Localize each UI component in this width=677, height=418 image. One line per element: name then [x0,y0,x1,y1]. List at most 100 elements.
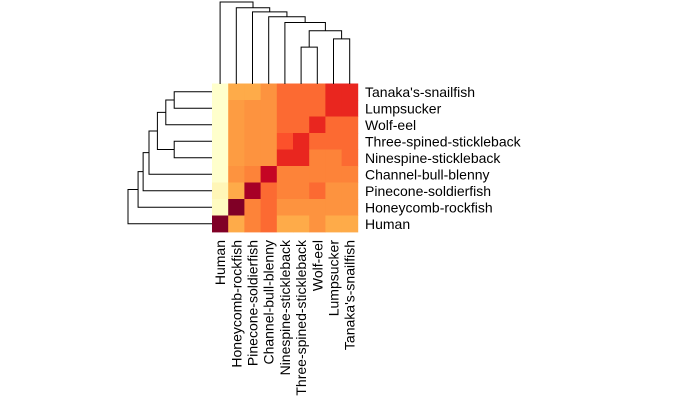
heatmap-cell [228,133,245,150]
heatmap-cell [341,166,359,183]
heatmap-cell [244,166,261,183]
heatmap-cell [228,182,245,200]
heatmap-cell [260,133,278,150]
heatmap-cell [325,166,342,183]
heatmap-cell [228,215,245,233]
dendrogram-branch [235,7,271,84]
dendrogram-branch [165,99,212,126]
heatmap-cell [228,199,245,216]
heatmap-cell [276,215,294,233]
heatmap-cell [276,166,294,183]
row-label: Tanaka's-snailfish [365,84,475,100]
row-label: Three-spined-stickleback [365,133,522,149]
heatmap-cell [244,182,261,200]
heatmap-cell [228,83,245,101]
heatmap-cell [276,182,294,200]
column-label: Lumpsucker [326,240,342,317]
column-label: Ninespine-stickleback [277,239,293,375]
heatmap-cell [276,83,294,101]
heatmap-cell [212,83,229,101]
dendrogram-branch [252,11,288,84]
column-label: Wolf-eel [309,240,325,291]
row-dendrogram [127,91,212,225]
column-label: Tanaka's-snailfish [342,240,358,350]
heatmap-cell [293,149,310,167]
heatmap-cell [325,133,342,150]
heatmap-cell [244,83,261,101]
dendrogram-branch [148,130,212,175]
heatmap-cell [341,199,359,216]
heatmap-cell [212,182,229,200]
dendrogram-branch [142,152,212,192]
dendrogram-branch [219,1,254,84]
heatmap-cell [244,215,261,233]
heatmap-cell [293,182,310,200]
heatmap-cell [293,199,310,216]
heatmap-cell [341,116,359,134]
column-label: Pinecone-soldierfish [245,240,261,366]
heatmap-cell [276,116,294,134]
heatmap-cell [325,100,342,117]
heatmap-cell [276,100,294,117]
column-dendrogram [219,1,351,84]
dendrogram-branch [173,91,212,109]
heatmap-cell [293,166,310,183]
heatmap-cell [341,100,359,117]
heatmap-cell [228,100,245,117]
row-label: Pinecone-soldierfish [365,183,491,199]
heatmap-cell [309,199,326,216]
heatmap-cell [260,149,278,167]
heatmap-cell [309,149,326,167]
heatmap-cell [212,116,229,134]
heatmap-cell [325,199,342,216]
heatmap-cell [244,116,261,134]
row-label: Honeycomb-rockfish [365,199,493,215]
heatmap-cell [309,100,326,117]
heatmap-cell [309,166,326,183]
heatmap-cell [244,133,261,150]
heatmap-cell [260,116,278,134]
heatmap-cell [309,116,326,134]
heatmap-cell [244,100,261,117]
row-label: Channel-bull-blenny [365,166,490,182]
heatmap-cell [325,215,342,233]
heatmap-cell [260,182,278,200]
heatmap-cell [276,199,294,216]
heatmap-cell [228,116,245,134]
heatmap-cell [341,215,359,233]
heatmap-cell [212,100,229,117]
dendrogram-branch [127,188,212,225]
heatmap-cell [341,83,359,101]
column-label: Three-spined-stickleback [293,239,309,396]
heatmap-cell [309,182,326,200]
heatmap-cell [309,133,326,150]
heatmap-cell [276,149,294,167]
row-labels: Tanaka's-snailfishLumpsuckerWolf-eelThre… [365,84,522,232]
heatmap-cell [325,83,342,101]
heatmap-cell [293,215,310,233]
heatmap-cell [293,116,310,134]
heatmap-cell [293,133,310,150]
heatmap-cell [341,133,359,150]
dendrogram-branch [173,140,212,159]
dendrogram-branch [268,16,306,84]
heatmap-cell [260,83,278,101]
heatmap-cell [293,83,310,101]
heatmap-cell [212,199,229,216]
heatmap-cell [212,149,229,167]
column-labels: Human Honeycomb-rockfish Pinecone-soldierf… [212,239,358,396]
column-label: Honeycomb-rockfish [228,240,244,368]
heatmap-cell [212,215,229,233]
dendrogram-branch [333,38,351,84]
heatmap-cell [341,149,359,167]
heatmap-cell [260,215,278,233]
column-label: Channel-bull-blenny [261,240,277,365]
heatmap-cell [276,133,294,150]
dendrogram-branch [300,46,318,84]
row-label: Wolf-eel [365,117,416,133]
heatmap-cells [212,83,359,233]
row-label: Ninespine-stickleback [365,150,501,166]
heatmap-cell [341,182,359,200]
dendrogram-branch [137,171,212,208]
